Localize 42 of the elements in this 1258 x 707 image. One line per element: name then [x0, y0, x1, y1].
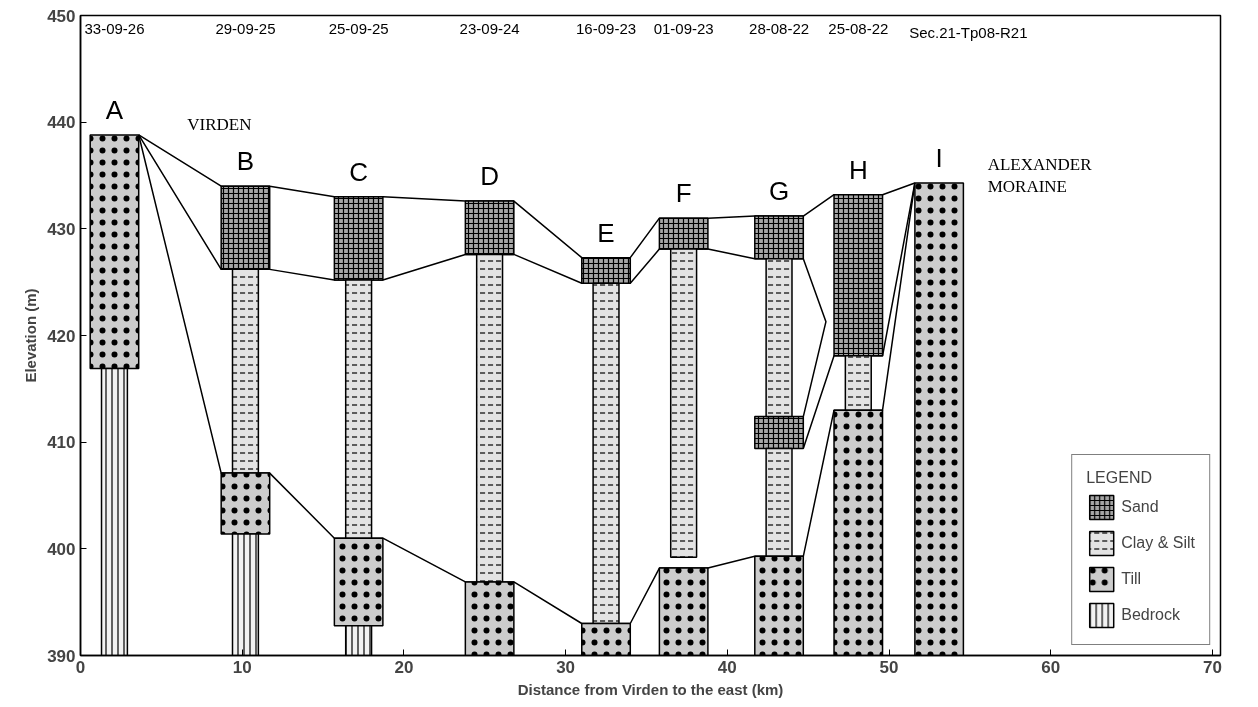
annotation: F [675, 178, 692, 209]
annotation: 33-09-26 [84, 19, 145, 37]
annotation: 29-09-25 [215, 19, 276, 37]
x-tick-label: 50 [879, 657, 899, 677]
annotation: D [480, 161, 499, 192]
legend-label: Clay & Silt [1121, 534, 1195, 552]
annotation: E [597, 217, 615, 248]
legend-label: Till [1121, 570, 1142, 588]
y-tick-label: 420 [47, 326, 76, 346]
y-tick-label: 410 [47, 433, 76, 453]
annotation: G [768, 176, 790, 207]
x-axis-title: Distance from Virden to the east (km) [517, 680, 784, 698]
annotation: H [848, 154, 868, 185]
y-tick-label: 430 [47, 219, 76, 239]
y-tick-label: 400 [47, 539, 76, 559]
annotation: 23-09-24 [459, 19, 520, 37]
annotation: I [935, 142, 943, 173]
annotation: 28-08-22 [749, 19, 810, 37]
x-tick-label: 0 [75, 657, 86, 677]
x-tick-label: 60 [1041, 657, 1061, 677]
annotation: 25-08-22 [828, 19, 889, 37]
legend-title: LEGEND [1086, 469, 1153, 487]
x-tick-label: 10 [232, 657, 252, 677]
annotation: C [349, 156, 369, 187]
annotation: 25-09-25 [328, 19, 389, 37]
annotation: B [236, 146, 255, 177]
x-tick-label: 20 [394, 657, 414, 677]
annotation: Sec.21-Tp08-R21 [909, 23, 1028, 41]
x-tick-label: 70 [1202, 657, 1222, 677]
annotation: 16-09-23 [576, 19, 637, 37]
y-axis-title: Elevation (m) [22, 288, 40, 383]
y-tick-label: 440 [47, 113, 76, 133]
x-tick-label: 30 [556, 657, 576, 677]
annotation: VIRDEN [187, 114, 252, 134]
x-tick-label: 40 [717, 657, 737, 677]
annotation: 01-09-23 [653, 19, 714, 37]
legend-label: Bedrock [1121, 606, 1180, 624]
annotation: A [105, 94, 124, 125]
annotation: ALEXANDER MORAINE [987, 154, 1093, 197]
y-tick-label: 390 [47, 646, 76, 666]
y-tick-label: 450 [47, 6, 76, 26]
legend-label: Sand [1121, 498, 1159, 516]
